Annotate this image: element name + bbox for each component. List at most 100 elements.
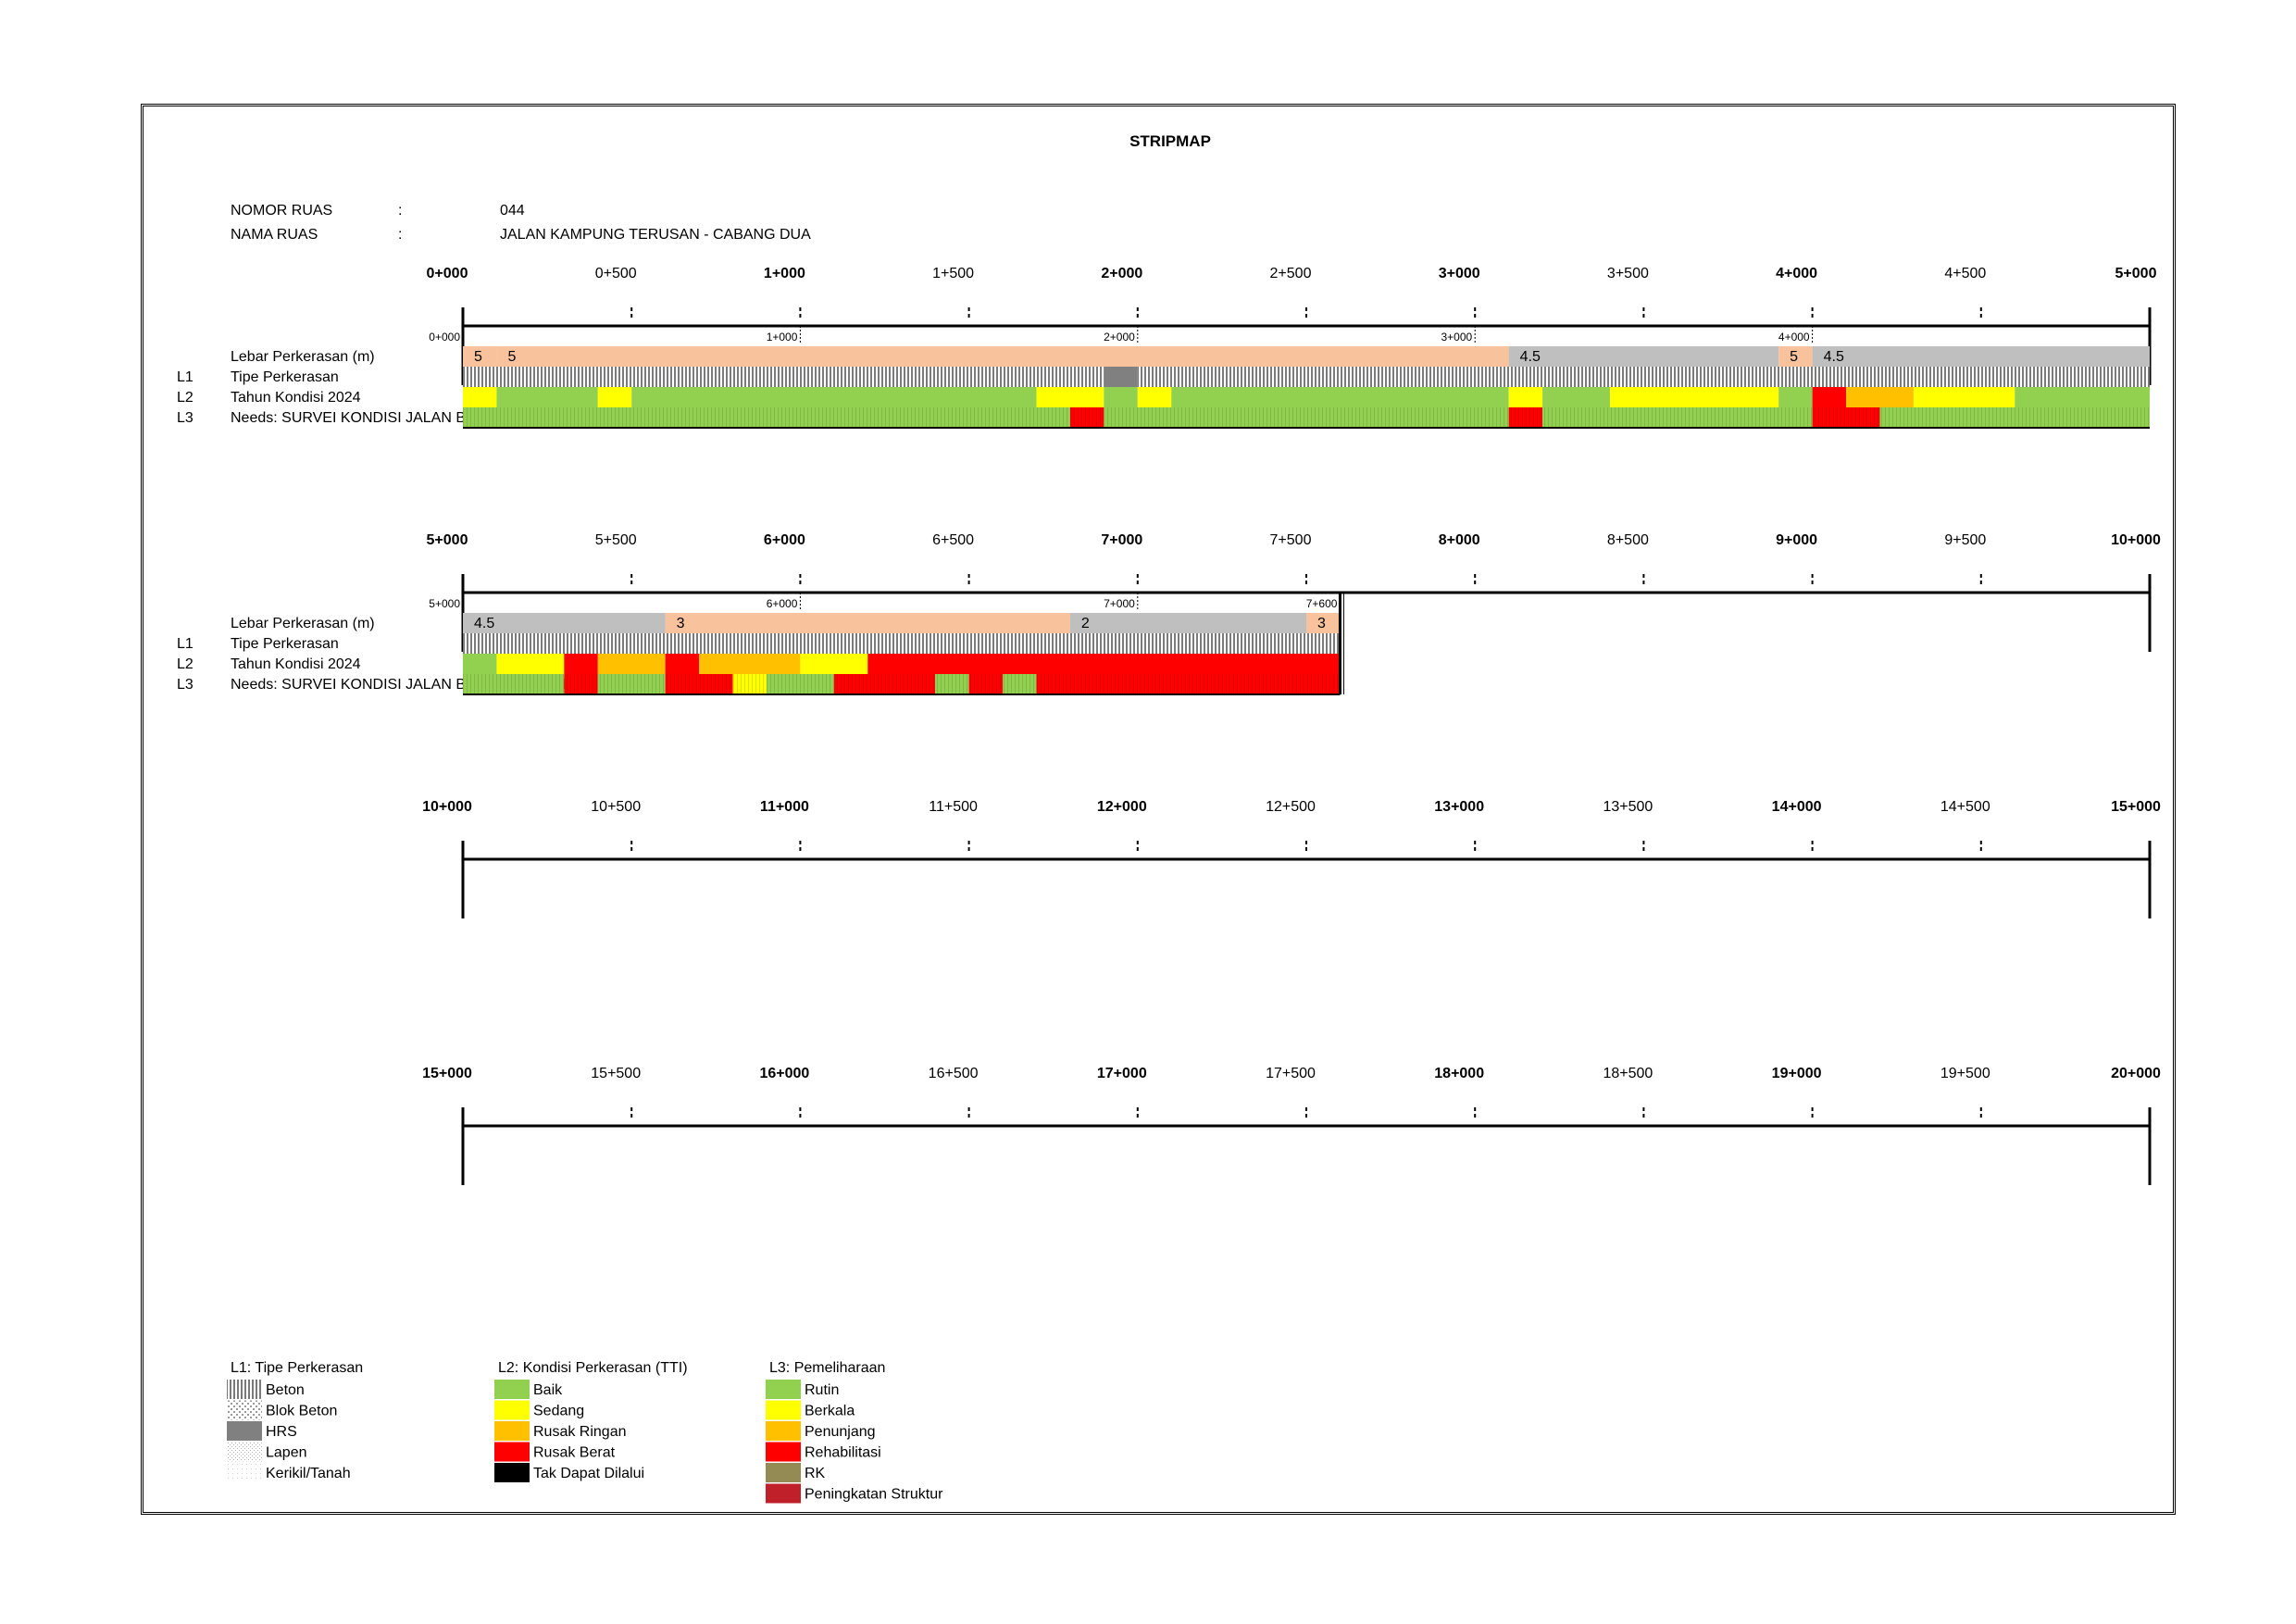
- l1-segment-beton: [463, 633, 1341, 654]
- legend-swatch-hrs: [227, 1421, 262, 1441]
- l2-segment-baik: [1542, 387, 1610, 407]
- row-code-label: L2: [177, 390, 193, 406]
- width-value-label: 2: [1081, 616, 1090, 631]
- km-tick-label: 19+500: [1940, 1066, 1990, 1081]
- legend-label-berkala: Berkala: [805, 1404, 855, 1419]
- row-label: Tipe Perkerasan: [231, 369, 339, 385]
- strip-2: 10+000 10+500 11+000 11+500 12+000 12+500 13+0…: [422, 799, 2161, 918]
- l2-segment-baik: [1778, 387, 1813, 407]
- legend-label-beton: Beton: [266, 1382, 305, 1398]
- chainage-small-label: 5+000: [429, 597, 460, 610]
- legend-swatch-rk: [766, 1463, 801, 1482]
- km-tick-label: 1+000: [764, 266, 805, 281]
- legend-label-kerikil: Kerikil/Tanah: [266, 1466, 351, 1481]
- legend-swatch-penunjang: [766, 1421, 801, 1441]
- nomor-ruas-value: 044: [500, 203, 525, 219]
- width-segment: [463, 613, 666, 633]
- l3-segment-texture: [463, 674, 565, 694]
- km-tick-label: 10+000: [2111, 532, 2161, 548]
- legend-label-blok_beton: Blok Beton: [266, 1404, 337, 1419]
- legend-label-baik: Baik: [533, 1382, 563, 1398]
- km-tick-label: 8+500: [1607, 532, 1649, 548]
- km-tick-label: 13+000: [1434, 799, 1484, 815]
- row-label: Lebar Perkerasan (m): [231, 349, 375, 365]
- width-value-label: 5: [507, 349, 516, 365]
- width-segment: [1812, 346, 2150, 367]
- strip-3: 15+000 15+500 16+000 16+500 17+000 17+500 18+0…: [422, 1066, 2161, 1185]
- l3-segment-texture: [1879, 407, 2150, 428]
- km-tick-label: 20+000: [2111, 1066, 2161, 1081]
- legend-swatch-sedang: [494, 1400, 530, 1420]
- chainage-small-label: 7+600: [1306, 597, 1338, 610]
- km-tick-label: 16+000: [759, 1066, 809, 1081]
- width-value-label: 4.5: [474, 616, 494, 631]
- km-tick-label: 9+500: [1944, 532, 1986, 548]
- l3-segment-texture: [597, 674, 666, 694]
- width-segment: [496, 346, 1509, 367]
- l2-segment-rusak_berat: [1812, 387, 1847, 407]
- legend-label-tak_dapat_dilalui: Tak Dapat Dilalui: [533, 1466, 644, 1481]
- nama-ruas-label: NAMA RUAS: [231, 227, 318, 243]
- legend-swatch-rehabilitasi: [766, 1442, 801, 1462]
- l2-segment-sedang: [1137, 387, 1172, 407]
- strip-1: 5+000 5+500 6+000 6+500 7+000 7+500 8+000 8+500…: [177, 532, 2161, 695]
- width-value-label: 3: [677, 616, 685, 631]
- km-tick-label: 7+000: [1101, 532, 1142, 548]
- km-tick-label: 18+000: [1434, 1066, 1484, 1081]
- strips: 0+000 0+500 1+000 1+500 2+000 2+500 3+000 3+500…: [177, 266, 2161, 1185]
- width-value-label: 5: [1790, 349, 1798, 365]
- l3-segment-texture: [463, 407, 1070, 428]
- width-segment: [1069, 613, 1306, 633]
- row-label: Lebar Perkerasan (m): [231, 616, 375, 631]
- km-tick-label: 17+500: [1266, 1066, 1316, 1081]
- l2-segment-baik: [1171, 387, 1509, 407]
- l2-segment-sedang: [463, 387, 497, 407]
- l2-segment-rusak_ringan: [1846, 387, 1914, 407]
- l2-segment-rusak_berat: [665, 654, 700, 674]
- l3-segment-texture: [935, 674, 969, 694]
- row-code-label: L1: [177, 369, 193, 385]
- l3-segment-texture: [1508, 407, 1543, 428]
- legend-swatch-rutin: [766, 1380, 801, 1399]
- l2-segment-baik: [463, 654, 497, 674]
- row-code-label: L1: [177, 636, 193, 652]
- legend-label-rk: RK: [805, 1466, 826, 1481]
- width-segment: [665, 613, 1070, 633]
- row-code-label: L2: [177, 656, 193, 672]
- km-tick-label: 14+000: [1772, 799, 1822, 815]
- legend-swatch-baik: [494, 1380, 530, 1399]
- chainage-small-label: 2+000: [1104, 331, 1135, 344]
- l3-segment-texture: [732, 674, 767, 694]
- row-label: Tipe Perkerasan: [231, 636, 339, 652]
- l2-segment-baik: [1104, 387, 1138, 407]
- page-frame: [141, 104, 2176, 1515]
- km-tick-label: 14+500: [1940, 799, 1990, 815]
- legend-label-rusak_berat: Rusak Berat: [533, 1445, 616, 1461]
- km-tick-label: 3+000: [1439, 266, 1480, 281]
- width-segment: [1778, 346, 1813, 367]
- legend-swatch-beton: [227, 1380, 262, 1399]
- page-title: STRIPMAP: [1129, 132, 1211, 150]
- width-segment: [1306, 613, 1341, 633]
- km-tick-label: 8+000: [1439, 532, 1480, 548]
- legend-title-l2: L2: Kondisi Perkerasan (TTI): [498, 1360, 688, 1376]
- nama-ruas-separator: :: [398, 227, 402, 243]
- legend-label-penunjang: Penunjang: [805, 1424, 876, 1440]
- l2-segment-baik: [2015, 387, 2150, 407]
- legend-swatch-tak_dapat_dilalui: [494, 1463, 530, 1482]
- km-tick-label: 12+000: [1097, 799, 1147, 815]
- legend-label-rutin: Rutin: [805, 1382, 839, 1398]
- km-tick-label: 1+500: [932, 266, 974, 281]
- l3-segment-texture: [833, 674, 936, 694]
- row-code-label: L3: [177, 677, 193, 693]
- chainage-small-label: 4+000: [1778, 331, 1810, 344]
- km-tick-label: 0+000: [427, 266, 468, 281]
- km-tick-label: 7+500: [1270, 532, 1312, 548]
- km-tick-label: 5+000: [427, 532, 468, 548]
- km-tick-label: 18+500: [1603, 1066, 1653, 1081]
- km-tick-label: 11+000: [760, 799, 809, 815]
- width-value-label: 4.5: [1520, 349, 1541, 365]
- km-tick-label: 6+000: [764, 532, 805, 548]
- km-tick-label: 9+000: [1776, 532, 1817, 548]
- l2-segment-sedang: [597, 387, 632, 407]
